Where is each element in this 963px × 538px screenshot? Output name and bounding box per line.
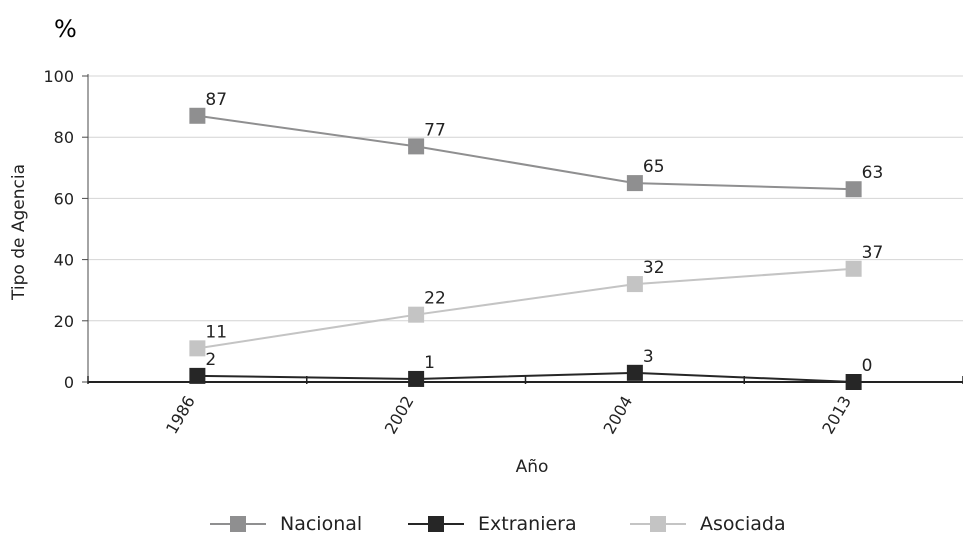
y-tick-label: 60 (54, 189, 74, 208)
x-tick-label: 2004 (600, 393, 637, 438)
data-point-marker (845, 374, 862, 390)
data-point-marker (626, 364, 643, 381)
legend-marker (428, 516, 444, 532)
data-point-marker (408, 370, 425, 387)
data-point-marker (189, 107, 206, 124)
legend: Nacional Extraniera Asociada (210, 513, 786, 535)
legend-item: Extraniera (408, 513, 577, 535)
data-label: 65 (643, 157, 665, 177)
data-label: 37 (862, 243, 884, 263)
series-line (197, 371, 854, 383)
x-axis: 1986 2002 2004 2013 (87, 74, 963, 438)
y-tick-label: 0 (64, 373, 74, 392)
data-point-marker (626, 175, 643, 192)
data-point-marker (845, 260, 862, 277)
series-line (197, 267, 854, 350)
legend-label: Extraniera (478, 513, 577, 535)
data-label: 3 (643, 347, 654, 367)
data-point-marker (189, 367, 206, 384)
y-tick-label: 100 (43, 67, 74, 86)
data-point-marker (189, 340, 206, 357)
data-label: 1 (424, 353, 435, 373)
legend-label: Asociada (700, 513, 786, 535)
series-nacional: 87 77 65 63 (189, 90, 884, 198)
data-point-marker (408, 306, 425, 323)
data-label: 2 (205, 350, 216, 370)
data-label: 32 (643, 258, 665, 278)
y-tick-label: 80 (54, 128, 74, 147)
legend-marker (650, 516, 666, 532)
x-axis-title: Año (516, 457, 549, 477)
series-group: 87 77 65 63 2 1 3 0 11 22 32 37 (189, 90, 883, 390)
data-label: 0 (862, 356, 873, 376)
legend-label: Nacional (280, 513, 362, 535)
data-label: 77 (424, 120, 446, 140)
data-label: 22 (424, 289, 446, 309)
data-label: 11 (205, 322, 227, 342)
data-label: 63 (862, 163, 884, 183)
y-tick-label: 20 (54, 312, 74, 331)
y-tick-label: 40 (54, 251, 74, 270)
y-axis-ticks: 0 20 40 60 80 100 (43, 67, 88, 392)
unit-label: % (54, 15, 77, 43)
series-asociada: 11 22 32 37 (189, 243, 883, 357)
data-point-marker (408, 138, 425, 155)
x-tick-label: 2002 (381, 393, 418, 438)
series-extraniera: 2 1 3 0 (189, 347, 872, 390)
gridlines (88, 75, 963, 322)
y-axis-title: Tipo de Agencia (9, 164, 29, 301)
data-point-marker (626, 276, 643, 293)
series-line (197, 114, 854, 191)
data-point-marker (845, 181, 862, 198)
x-tick-label: 2013 (818, 393, 855, 438)
legend-item: Asociada (630, 513, 786, 535)
legend-marker (230, 516, 246, 532)
data-label: 87 (205, 90, 227, 110)
x-tick-label: 1986 (162, 393, 199, 438)
legend-item: Nacional (210, 513, 362, 535)
